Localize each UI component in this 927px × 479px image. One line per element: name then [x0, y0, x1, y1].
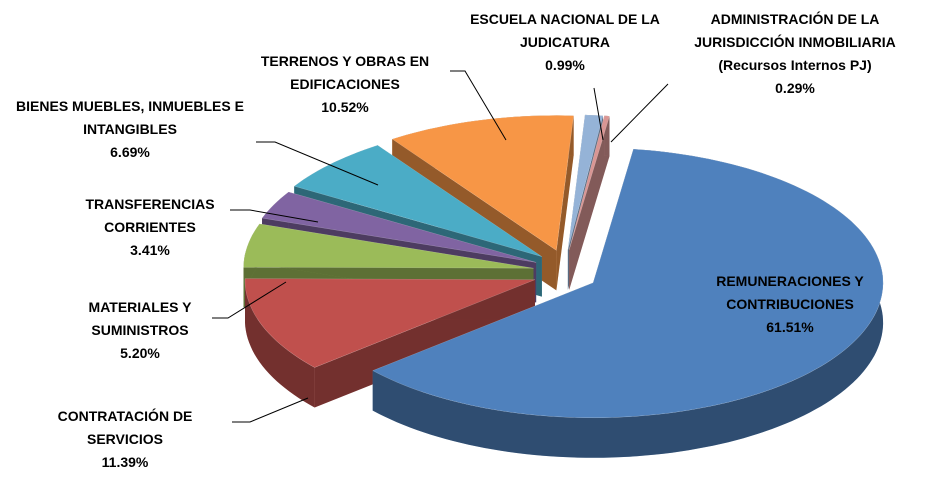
category-label: ADMINISTRACIÓN DE LA JURISDICCIÓN INMOBI…: [694, 11, 896, 73]
value-label: 3.41%: [130, 242, 170, 258]
slice-side-shade: [569, 116, 610, 290]
slice: [244, 278, 535, 368]
value-label: 0.99%: [545, 57, 585, 73]
slice-side-shade: [372, 149, 884, 458]
slice: [372, 148, 884, 419]
leader-line: [232, 397, 309, 423]
slice-label: ESCUELA NACIONAL DE LA JUDICATURA 0.99%: [450, 8, 680, 77]
leader-line: [593, 87, 604, 141]
category-label: BIENES MUEBLES, INMUEBLES E INTANGIBLES: [16, 98, 244, 137]
value-label: 0.29%: [775, 80, 815, 96]
slice-label: ADMINISTRACIÓN DE LA JURISDICCIÓN INMOBI…: [685, 8, 905, 100]
leader-line: [230, 209, 319, 223]
leader-line: [610, 83, 669, 143]
value-label: 5.20%: [120, 345, 160, 361]
slice: [568, 115, 610, 250]
slice-label: MATERIALES Y SUMINISTROS 5.20%: [65, 296, 215, 365]
slice-side: [556, 115, 574, 291]
slice-side-shade: [245, 278, 315, 408]
leader-line: [450, 70, 507, 141]
leader-line: [256, 141, 379, 186]
slice-side: [569, 116, 610, 290]
slice-side: [245, 278, 315, 408]
slice-label: BIENES MUEBLES, INMUEBLES E INTANGIBLES 6…: [5, 95, 255, 164]
value-label: 10.52%: [321, 99, 369, 115]
slice: [567, 114, 604, 250]
category-label: MATERIALES Y SUMINISTROS: [88, 299, 192, 338]
value-label: 6.69%: [110, 144, 150, 160]
leader-line: [212, 281, 287, 319]
category-label: REMUNERACIONES Y CONTRIBUCIONES: [716, 273, 864, 312]
slice-side-shade: [556, 115, 574, 291]
slice: [391, 115, 574, 251]
category-label: TERRENOS Y OBRAS EN EDIFICACIONES: [260, 53, 430, 92]
value-label: 11.39%: [101, 454, 149, 470]
category-label: TRANSFERENCIAS CORRIENTES: [85, 196, 215, 235]
category-label: ESCUELA NACIONAL DE LA JUDICATURA: [470, 11, 660, 50]
slice-label: CONTRATACIÓN DE SERVICIOS 11.39%: [30, 405, 220, 474]
category-label: CONTRATACIÓN DE SERVICIOS: [57, 408, 193, 447]
slice-label: REMUNERACIONES Y CONTRIBUCIONES 61.51%: [690, 270, 890, 339]
slice-side: [372, 149, 884, 458]
slice-label: TRANSFERENCIAS CORRIENTES 3.41%: [65, 193, 235, 262]
slice-label: TERRENOS Y OBRAS EN EDIFICACIONES 10.52%: [235, 50, 455, 119]
slice: [243, 223, 534, 269]
slice: [293, 145, 542, 257]
slice: [261, 191, 537, 263]
value-label: 61.51%: [766, 319, 814, 335]
